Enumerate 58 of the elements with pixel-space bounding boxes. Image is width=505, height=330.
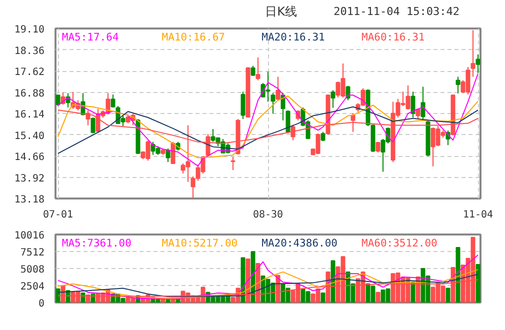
candlestick (290, 124, 296, 141)
x-tick-label: 07-01 (42, 210, 74, 220)
candlestick (330, 90, 336, 108)
y-tick-label: 14.66 (14, 152, 45, 163)
text: MA10:5217.00 (162, 238, 238, 250)
line-series (58, 106, 478, 154)
y-tick-label: 13.92 (14, 173, 45, 184)
bar (330, 260, 336, 302)
line-series (58, 269, 478, 299)
y-tick-label: 19.10 (14, 24, 45, 36)
bar (476, 264, 480, 302)
chart-subtitle: 2011-11-04 15:03:42 (334, 5, 460, 18)
y-tick-label: 16.14 (14, 110, 45, 120)
y-tick-label: 2504 (20, 282, 45, 292)
chart-title: 日K线 (265, 4, 297, 18)
y-tick-label: 15.40 (14, 130, 45, 142)
y-tick-label: 5008 (20, 264, 45, 276)
y-tick-label: 16.88 (14, 88, 45, 100)
line-series (58, 254, 478, 300)
candlestick (456, 76, 460, 94)
text: MA5:7361.00 (62, 238, 132, 250)
text: MA20:16.31 (262, 32, 325, 44)
text: MA60:3512.00 (362, 238, 438, 250)
y-tick-label: 0 (38, 298, 45, 310)
bar (80, 292, 86, 302)
text: MA5:17.64 (62, 32, 119, 44)
candlestick (240, 91, 246, 120)
y-tick-label: 17.62 (14, 67, 45, 78)
text: MA10:16.67 (162, 32, 225, 44)
y-tick-label: 10016 (14, 230, 45, 242)
candlestick (230, 156, 236, 171)
line-series (58, 274, 478, 298)
text: MA20:4386.00 (262, 238, 338, 250)
bar (456, 247, 460, 302)
candlestick (320, 131, 326, 142)
candlestick (256, 57, 260, 81)
candlestick (420, 86, 426, 120)
x-tick-label: 11-04 (462, 210, 494, 220)
x-tick-label: 08-30 (252, 210, 284, 220)
bar (410, 282, 416, 302)
candlestick (110, 94, 116, 108)
candlestick (90, 117, 96, 134)
candlestick (250, 65, 256, 76)
bar (56, 288, 60, 302)
candlestick (350, 112, 356, 132)
candlestick (476, 54, 480, 74)
bar (320, 292, 326, 302)
text: MA60:16.31 (362, 32, 425, 44)
y-tick-label: 13.18 (14, 194, 45, 206)
bar (376, 292, 380, 302)
candlestick (270, 92, 276, 114)
candlestick (410, 91, 416, 118)
y-tick-label: 18.36 (14, 46, 45, 57)
candlestick (470, 30, 476, 78)
bar (446, 288, 450, 302)
y-tick-label: 7512 (20, 248, 45, 258)
candlestick (56, 94, 60, 107)
candlestick (276, 76, 280, 101)
